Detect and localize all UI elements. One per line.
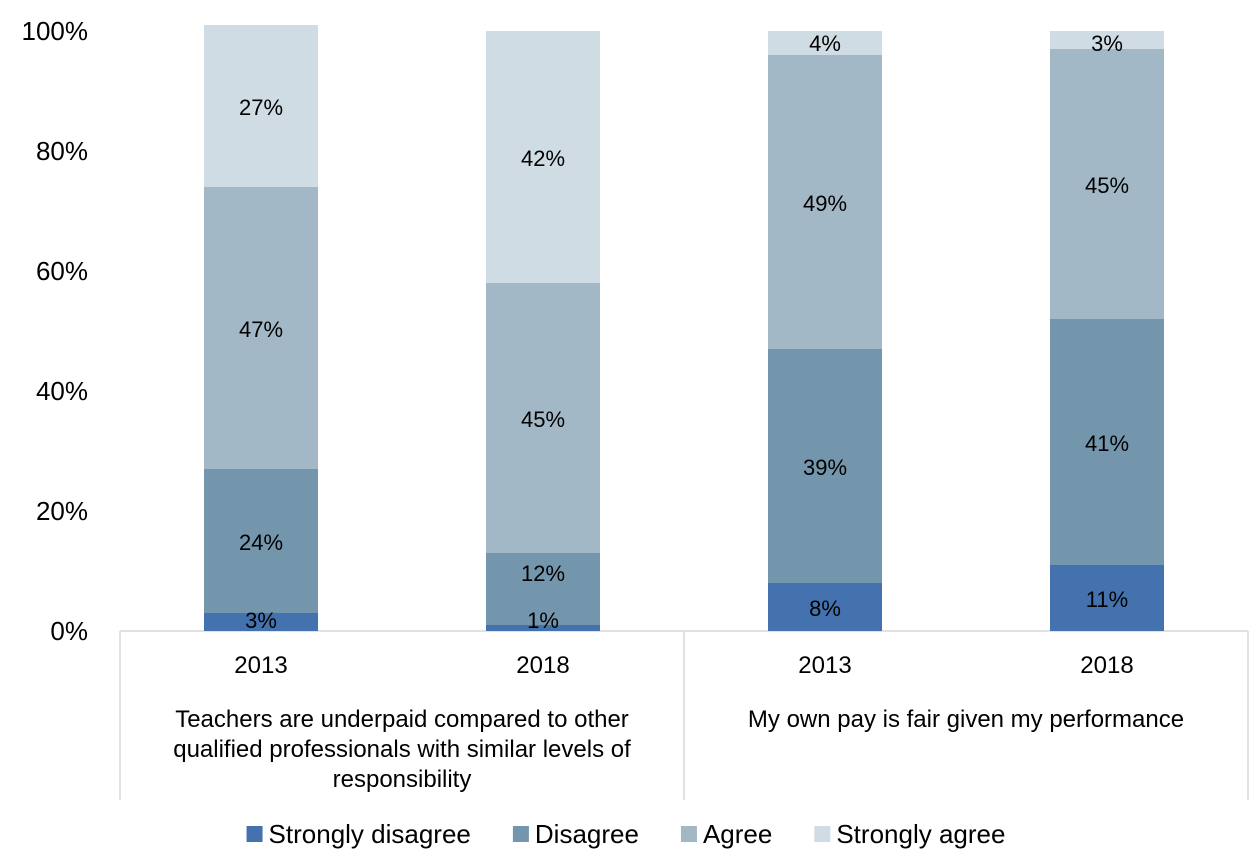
data-label: 49% — [803, 191, 847, 216]
data-label: 39% — [803, 455, 847, 480]
bar-segment-strongly-agree[interactable] — [768, 31, 882, 55]
group-label: Teachers are underpaid compared to other — [175, 706, 629, 733]
data-label: 4% — [809, 31, 841, 56]
x-tick-label: 2018 — [516, 652, 569, 679]
y-tick-label: 100% — [22, 16, 89, 46]
data-label: 45% — [521, 407, 565, 432]
legend-swatch — [246, 826, 263, 842]
bar-segment-strongly-disagree[interactable] — [768, 583, 882, 631]
legend-swatch — [814, 826, 831, 842]
legend-swatch — [512, 826, 529, 842]
bar-segment-disagree[interactable] — [204, 469, 318, 613]
bar-segment-agree[interactable] — [1050, 49, 1164, 319]
bar-segment-strongly-agree[interactable] — [486, 31, 600, 283]
bar-segment-disagree[interactable] — [486, 553, 600, 625]
legend-label: Strongly disagree — [269, 819, 471, 849]
x-axis-labels: 2013 2018 2013 2018 Teachers are underpaid c… — [173, 652, 1184, 793]
legend-item-strongly-disagree[interactable]: Strongly disagree — [246, 819, 471, 849]
bar-segment-agree[interactable] — [768, 55, 882, 349]
legend[interactable]: Strongly disagree Disagree Agree Strongly a… — [246, 819, 1006, 849]
data-label: 3% — [1091, 31, 1123, 56]
bar-segment-disagree[interactable] — [1050, 319, 1164, 565]
data-label: 8% — [809, 596, 841, 621]
group-label: My own pay is fair given my performance — [748, 706, 1184, 733]
data-label: 47% — [239, 317, 283, 342]
legend-item-disagree[interactable]: Disagree — [512, 819, 639, 849]
x-tick-label: 2013 — [798, 652, 851, 679]
bars — [204, 25, 1164, 631]
data-label: 1% — [527, 608, 559, 633]
legend-label: Strongly agree — [836, 819, 1005, 849]
x-tick-label: 2018 — [1080, 652, 1133, 679]
y-tick-label: 40% — [36, 376, 88, 406]
bar-segment-strongly-disagree[interactable] — [1050, 565, 1164, 631]
legend-label: Disagree — [535, 819, 639, 849]
data-label: 3% — [245, 608, 277, 633]
data-label: 27% — [239, 95, 283, 120]
bar-segment-strongly-agree[interactable] — [1050, 31, 1164, 49]
data-labels: 3% 24% 47% 27% 1% 12% 45% 42% 8% 39% 49% 4% 11% 41% 45… — [239, 31, 1129, 633]
bar-segment-strongly-agree[interactable] — [204, 25, 318, 187]
legend-item-strongly-agree[interactable]: Strongly agree — [814, 819, 1005, 849]
data-label: 45% — [1085, 173, 1129, 198]
data-label: 12% — [521, 561, 565, 586]
data-label: 41% — [1085, 431, 1129, 456]
bar-segment-strongly-disagree[interactable] — [486, 625, 600, 631]
legend-label: Agree — [703, 819, 772, 849]
legend-swatch — [680, 826, 697, 842]
y-tick-label: 80% — [36, 136, 88, 166]
data-label: 24% — [239, 530, 283, 555]
legend-item-agree[interactable]: Agree — [680, 819, 772, 849]
bar-segment-agree[interactable] — [204, 187, 318, 469]
x-tick-label: 2013 — [234, 652, 287, 679]
y-tick-label: 20% — [36, 496, 88, 526]
bar-segment-disagree[interactable] — [768, 349, 882, 583]
data-label: 42% — [521, 146, 565, 171]
data-label: 11% — [1086, 587, 1128, 612]
y-tick-label: 60% — [36, 256, 88, 286]
y-tick-label: 0% — [50, 616, 88, 646]
bar-segment-agree[interactable] — [486, 283, 600, 553]
group-label: responsibility — [333, 766, 472, 793]
bar-segment-strongly-disagree[interactable] — [204, 613, 318, 631]
group-label: qualified professionals with similar lev… — [173, 736, 631, 763]
